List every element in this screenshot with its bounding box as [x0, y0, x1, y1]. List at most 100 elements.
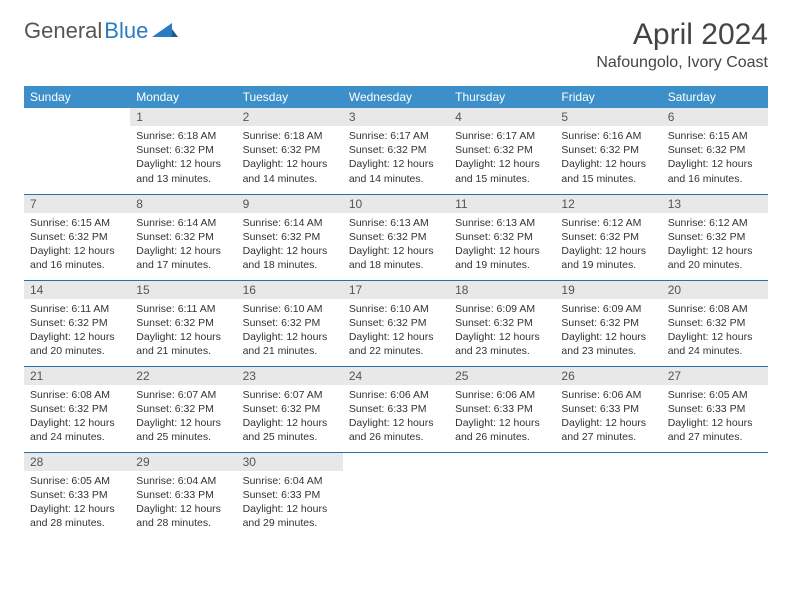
sunset-text: Sunset: 6:32 PM: [561, 230, 655, 244]
sunset-text: Sunset: 6:32 PM: [243, 402, 337, 416]
sunset-text: Sunset: 6:33 PM: [455, 402, 549, 416]
calendar-table: Sunday Monday Tuesday Wednesday Thursday…: [24, 86, 768, 538]
daylight-line1: Daylight: 12 hours: [561, 330, 655, 344]
daylight-line2: and 16 minutes.: [30, 258, 124, 272]
day-body: Sunrise: 6:15 AMSunset: 6:32 PMDaylight:…: [24, 213, 130, 279]
day-body: Sunrise: 6:14 AMSunset: 6:32 PMDaylight:…: [130, 213, 236, 279]
day-number: 5: [555, 108, 661, 126]
sunset-text: Sunset: 6:32 PM: [561, 143, 655, 157]
calendar-cell: 6Sunrise: 6:15 AMSunset: 6:32 PMDaylight…: [662, 108, 768, 194]
calendar-cell: 12Sunrise: 6:12 AMSunset: 6:32 PMDayligh…: [555, 194, 661, 280]
calendar-cell: 14Sunrise: 6:11 AMSunset: 6:32 PMDayligh…: [24, 280, 130, 366]
daylight-line1: Daylight: 12 hours: [349, 157, 443, 171]
day-number: 9: [237, 195, 343, 213]
calendar-cell: 21Sunrise: 6:08 AMSunset: 6:32 PMDayligh…: [24, 366, 130, 452]
logo: GeneralBlue: [24, 18, 178, 44]
sunrise-text: Sunrise: 6:12 AM: [668, 216, 762, 230]
sunset-text: Sunset: 6:32 PM: [136, 402, 230, 416]
day-body: Sunrise: 6:09 AMSunset: 6:32 PMDaylight:…: [449, 299, 555, 365]
sunset-text: Sunset: 6:32 PM: [30, 230, 124, 244]
weekday-header: Saturday: [662, 86, 768, 108]
sunset-text: Sunset: 6:33 PM: [668, 402, 762, 416]
daylight-line1: Daylight: 12 hours: [136, 157, 230, 171]
sunset-text: Sunset: 6:32 PM: [668, 316, 762, 330]
daylight-line2: and 19 minutes.: [561, 258, 655, 272]
day-number: 16: [237, 281, 343, 299]
sunset-text: Sunset: 6:32 PM: [136, 316, 230, 330]
daylight-line2: and 15 minutes.: [455, 172, 549, 186]
daylight-line1: Daylight: 12 hours: [668, 330, 762, 344]
sunrise-text: Sunrise: 6:06 AM: [561, 388, 655, 402]
day-number: 18: [449, 281, 555, 299]
sunrise-text: Sunrise: 6:11 AM: [136, 302, 230, 316]
day-number: [555, 453, 661, 471]
title-block: April 2024 Nafoungolo, Ivory Coast: [596, 18, 768, 72]
daylight-line2: and 18 minutes.: [243, 258, 337, 272]
calendar-cell: 11Sunrise: 6:13 AMSunset: 6:32 PMDayligh…: [449, 194, 555, 280]
daylight-line1: Daylight: 12 hours: [243, 157, 337, 171]
weekday-header: Wednesday: [343, 86, 449, 108]
sunrise-text: Sunrise: 6:08 AM: [668, 302, 762, 316]
calendar-cell: [24, 108, 130, 194]
calendar-cell: 19Sunrise: 6:09 AMSunset: 6:32 PMDayligh…: [555, 280, 661, 366]
day-number: [343, 453, 449, 471]
day-number: [449, 453, 555, 471]
daylight-line2: and 16 minutes.: [668, 172, 762, 186]
sunrise-text: Sunrise: 6:08 AM: [30, 388, 124, 402]
calendar-cell: 5 Sunrise: 6:16 AMSunset: 6:32 PMDaylight…: [555, 108, 661, 194]
daylight-line1: Daylight: 12 hours: [30, 502, 124, 516]
daylight-line2: and 27 minutes.: [561, 430, 655, 444]
daylight-line1: Daylight: 12 hours: [30, 416, 124, 430]
daylight-line1: Daylight: 12 hours: [668, 157, 762, 171]
sunrise-text: Sunrise: 6:11 AM: [30, 302, 124, 316]
logo-triangle-icon: [152, 21, 178, 42]
day-number: 27: [662, 367, 768, 385]
daylight-line2: and 14 minutes.: [349, 172, 443, 186]
calendar-cell: 3Sunrise: 6:17 AMSunset: 6:32 PMDaylight…: [343, 108, 449, 194]
day-body: Sunrise: 6:05 AMSunset: 6:33 PMDaylight:…: [662, 385, 768, 451]
sunset-text: Sunset: 6:32 PM: [30, 316, 124, 330]
daylight-line2: and 28 minutes.: [136, 516, 230, 530]
day-body: Sunrise: 6:07 AMSunset: 6:32 PMDaylight:…: [237, 385, 343, 451]
sunrise-text: Sunrise: 6:06 AM: [349, 388, 443, 402]
sunset-text: Sunset: 6:33 PM: [349, 402, 443, 416]
day-number: 25: [449, 367, 555, 385]
daylight-line2: and 22 minutes.: [349, 344, 443, 358]
sunset-text: Sunset: 6:32 PM: [455, 316, 549, 330]
sunrise-text: Sunrise: 6:16 AM: [561, 129, 655, 143]
daylight-line1: Daylight: 12 hours: [136, 244, 230, 258]
sunset-text: Sunset: 6:32 PM: [455, 143, 549, 157]
daylight-line1: Daylight: 12 hours: [561, 157, 655, 171]
sunset-text: Sunset: 6:33 PM: [136, 488, 230, 502]
weekday-header: Friday: [555, 86, 661, 108]
calendar-cell: 15Sunrise: 6:11 AMSunset: 6:32 PMDayligh…: [130, 280, 236, 366]
calendar-cell: 22Sunrise: 6:07 AMSunset: 6:32 PMDayligh…: [130, 366, 236, 452]
calendar-row: 7Sunrise: 6:15 AMSunset: 6:32 PMDaylight…: [24, 194, 768, 280]
day-number: 8: [130, 195, 236, 213]
sunset-text: Sunset: 6:33 PM: [561, 402, 655, 416]
sunset-text: Sunset: 6:33 PM: [243, 488, 337, 502]
daylight-line1: Daylight: 12 hours: [30, 244, 124, 258]
month-title: April 2024: [596, 18, 768, 52]
day-number: 3: [343, 108, 449, 126]
sunrise-text: Sunrise: 6:12 AM: [561, 216, 655, 230]
daylight-line1: Daylight: 12 hours: [455, 330, 549, 344]
calendar-cell: 9Sunrise: 6:14 AMSunset: 6:32 PMDaylight…: [237, 194, 343, 280]
daylight-line2: and 14 minutes.: [243, 172, 337, 186]
sunset-text: Sunset: 6:32 PM: [30, 402, 124, 416]
day-number: 2: [237, 108, 343, 126]
calendar-cell: 10Sunrise: 6:13 AMSunset: 6:32 PMDayligh…: [343, 194, 449, 280]
sunrise-text: Sunrise: 6:14 AM: [243, 216, 337, 230]
weekday-header: Sunday: [24, 86, 130, 108]
calendar-cell: 13Sunrise: 6:12 AMSunset: 6:32 PMDayligh…: [662, 194, 768, 280]
day-body: Sunrise: 6:13 AMSunset: 6:32 PMDaylight:…: [343, 213, 449, 279]
day-number: 17: [343, 281, 449, 299]
day-body: Sunrise: 6:07 AMSunset: 6:32 PMDaylight:…: [130, 385, 236, 451]
daylight-line1: Daylight: 12 hours: [455, 244, 549, 258]
calendar-cell: 23Sunrise: 6:07 AMSunset: 6:32 PMDayligh…: [237, 366, 343, 452]
calendar-cell: [449, 452, 555, 538]
sunrise-text: Sunrise: 6:04 AM: [136, 474, 230, 488]
daylight-line2: and 24 minutes.: [30, 430, 124, 444]
day-number: 4: [449, 108, 555, 126]
day-body: Sunrise: 6:05 AMSunset: 6:33 PMDaylight:…: [24, 471, 130, 537]
